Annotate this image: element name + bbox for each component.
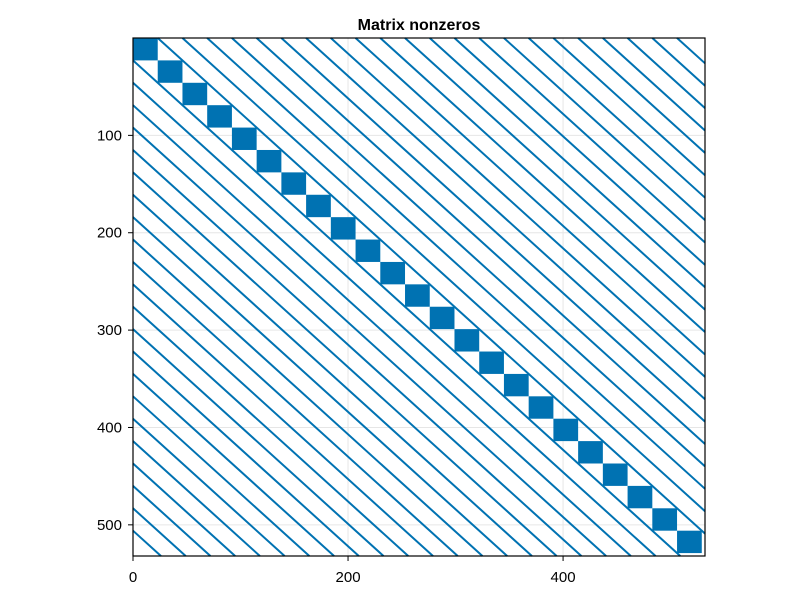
nonzero-diagonal xyxy=(330,37,706,378)
nonzero-diagonal xyxy=(132,395,311,557)
y-tick-label: 500 xyxy=(97,517,122,534)
nonzero-block xyxy=(503,373,529,397)
nonzero-diagonal xyxy=(626,37,706,109)
nonzero-block xyxy=(405,284,430,307)
nonzero-block xyxy=(355,239,381,262)
nonzero-diagonal xyxy=(132,350,360,557)
nonzero-diagonal xyxy=(305,37,706,400)
nonzero-diagonal xyxy=(132,417,286,557)
nonzero-block xyxy=(553,418,579,442)
nonzero-block xyxy=(330,217,356,240)
nonzero-diagonal xyxy=(132,126,607,557)
nonzero-diagonal xyxy=(676,37,706,65)
nonzero-block xyxy=(602,463,628,486)
x-tick-label: 0 xyxy=(129,569,137,586)
nonzero-block xyxy=(652,508,678,531)
nonzero-block xyxy=(479,351,504,374)
nonzero-block xyxy=(528,396,554,419)
nonzero-diagonal xyxy=(157,37,706,535)
matrix-nonzeros xyxy=(132,37,706,557)
nonzero-block xyxy=(454,329,480,352)
nonzero-block xyxy=(231,127,257,150)
nonzero-diagonal xyxy=(429,37,706,289)
nonzero-diagonal xyxy=(132,261,459,557)
x-tick-label: 200 xyxy=(336,569,361,586)
nonzero-block xyxy=(429,306,455,330)
nonzero-diagonal xyxy=(132,194,533,557)
nonzero-diagonal xyxy=(181,37,706,512)
nonzero-block xyxy=(677,530,702,554)
nonzero-diagonal xyxy=(132,529,162,557)
nonzero-diagonal xyxy=(132,283,434,557)
nonzero-diagonal xyxy=(552,37,706,177)
nonzero-diagonal xyxy=(602,37,706,132)
nonzero-diagonal xyxy=(132,373,335,557)
x-tick-label: 400 xyxy=(551,569,576,586)
nonzero-diagonal xyxy=(651,37,706,87)
y-tick-label: 400 xyxy=(97,419,122,436)
nonzero-block xyxy=(281,172,307,195)
nonzero-diagonal xyxy=(478,37,706,244)
nonzero-diagonal xyxy=(132,462,236,557)
nonzero-diagonal xyxy=(577,37,706,154)
nonzero-diagonal xyxy=(132,440,261,557)
nonzero-diagonal xyxy=(132,149,583,557)
nonzero-diagonal xyxy=(404,37,706,311)
y-tick-label: 200 xyxy=(97,225,122,242)
nonzero-block xyxy=(578,441,603,464)
nonzero-block xyxy=(380,261,406,285)
nonzero-block xyxy=(256,149,282,173)
nonzero-diagonal xyxy=(206,37,706,490)
nonzero-block xyxy=(133,38,158,61)
nonzero-diagonal xyxy=(354,37,706,356)
nonzero-diagonal xyxy=(132,82,657,557)
nonzero-diagonal xyxy=(527,37,706,199)
nonzero-diagonal xyxy=(280,37,706,423)
nonzero-diagonal xyxy=(453,37,706,266)
nonzero-block xyxy=(157,60,183,83)
nonzero-diagonal xyxy=(132,485,212,557)
nonzero-diagonal xyxy=(503,37,706,221)
nonzero-diagonal xyxy=(132,59,681,557)
nonzero-diagonal xyxy=(132,507,187,557)
nonzero-diagonal xyxy=(231,37,706,468)
nonzero-diagonal xyxy=(132,305,409,557)
chart-title: Matrix nonzeros xyxy=(358,17,481,34)
grid xyxy=(132,38,705,556)
nonzero-diagonal xyxy=(132,328,385,557)
nonzero-diagonal xyxy=(132,216,508,557)
ticks: 0 200 400 100 200 300 400 500 xyxy=(97,127,576,586)
nonzero-diagonal xyxy=(132,104,632,557)
y-tick-label: 300 xyxy=(97,322,122,339)
nonzero-block xyxy=(182,82,208,106)
nonzero-diagonal xyxy=(255,37,706,445)
nonzero-diagonal xyxy=(132,171,558,557)
y-tick-label: 100 xyxy=(97,127,122,144)
nonzero-diagonal xyxy=(132,238,484,557)
nonzero-block xyxy=(207,105,232,128)
plot-frame xyxy=(132,37,706,557)
nonzero-block xyxy=(306,194,331,218)
nonzero-block xyxy=(627,485,653,509)
nonzero-diagonal xyxy=(379,37,706,333)
